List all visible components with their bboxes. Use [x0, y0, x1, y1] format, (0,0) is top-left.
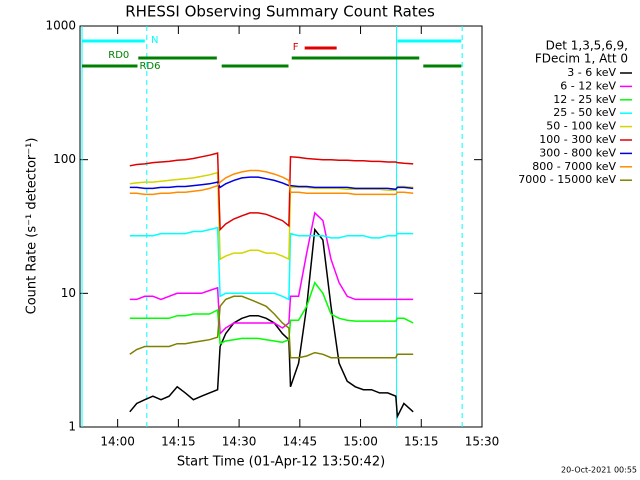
series-line: [129, 169, 414, 196]
legend-label: 12 - 25 keV: [553, 93, 616, 106]
x-tick-label: 15:00: [343, 435, 378, 449]
legend-label: 800 - 7000 keV: [532, 160, 616, 173]
legend-label: 300 - 800 keV: [539, 146, 616, 159]
series-line: [129, 295, 414, 359]
x-axis-label: Start Time (01-Apr-12 13:50:42): [177, 455, 385, 470]
legend-label: 25 - 50 keV: [553, 106, 616, 119]
series-line: [129, 176, 414, 191]
y-tick-label: 100: [53, 152, 76, 166]
footer: 20-Oct-2021 00:55: [561, 466, 637, 475]
legend-label: 7000 - 15000 keV: [518, 173, 616, 186]
y-tick-label: 1: [68, 420, 76, 434]
series-line: [129, 171, 414, 261]
legend-title: FDecim 1, Att 0: [535, 52, 628, 66]
series-line: [129, 226, 414, 301]
flag-label: RD6: [139, 61, 160, 72]
legend-label: 3 - 6 keV: [567, 66, 616, 79]
chart-title: RHESSI Observing Summary Count Rates: [125, 3, 435, 21]
legend-title: Det 1,3,5,6,9,: [546, 39, 628, 53]
series-line: [129, 152, 414, 232]
y-axis-label: Count Rate (s⁻¹ detector⁻¹): [25, 138, 40, 315]
y-tick-label: 1000: [45, 19, 76, 33]
legend-label: 6 - 12 keV: [560, 79, 616, 92]
y-tick-label: 10: [61, 286, 76, 300]
series-line: [129, 281, 414, 345]
legend-label: 50 - 100 keV: [546, 120, 616, 133]
legend-label: 100 - 300 keV: [539, 133, 616, 146]
flag-label: N: [151, 35, 158, 46]
x-tick-label: 14:30: [222, 435, 257, 449]
x-tick-label: 15:15: [404, 435, 439, 449]
flag-label: F: [293, 42, 299, 53]
x-tick-label: 14:00: [100, 435, 135, 449]
plot-frame: [79, 25, 483, 428]
x-tick-label: 14:15: [161, 435, 196, 449]
x-tick-label: 14:45: [283, 435, 318, 449]
series-line: [129, 211, 414, 336]
x-tick-label: 15:30: [465, 435, 500, 449]
flag-label: RD0: [108, 50, 129, 61]
